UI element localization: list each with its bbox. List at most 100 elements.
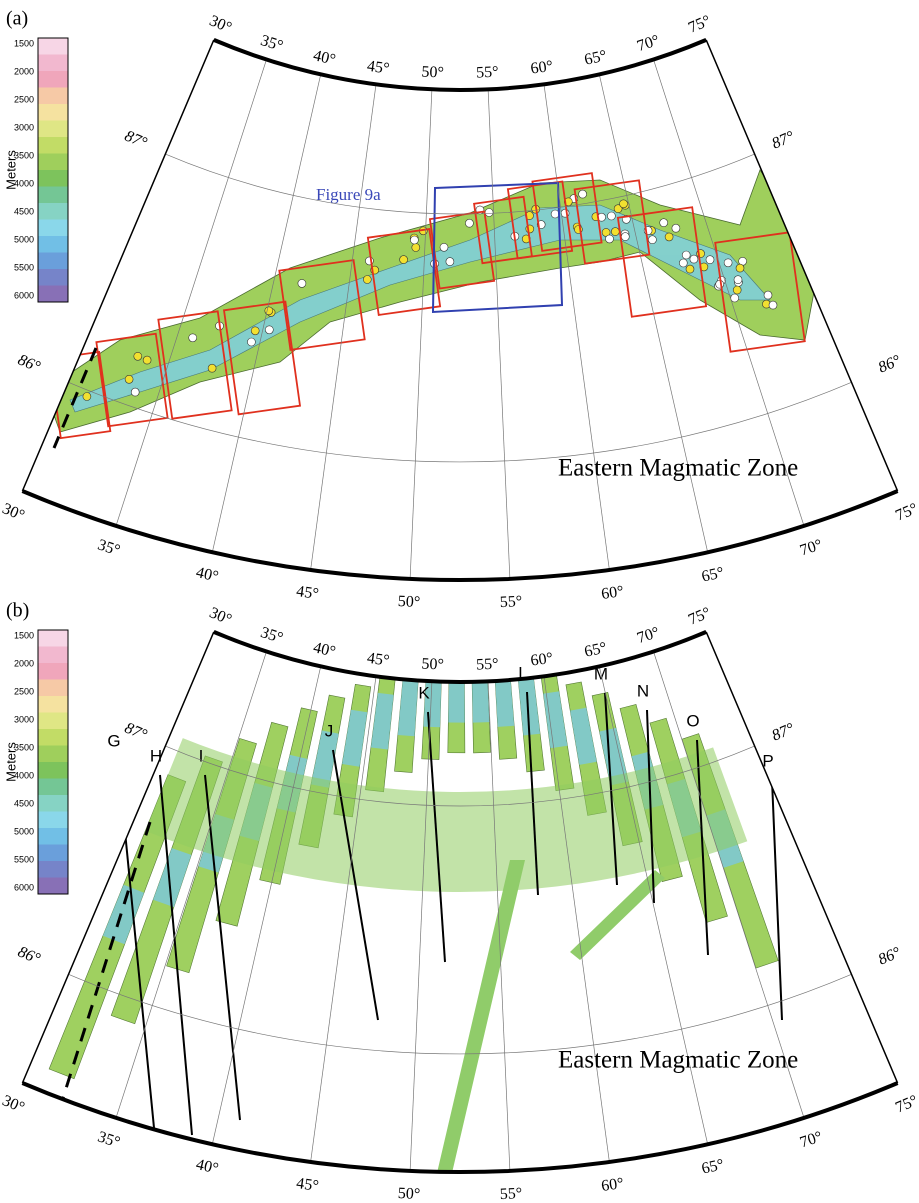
top-lon-label: 75° (686, 604, 713, 628)
colorbar-tick-label: 4500 (14, 798, 34, 808)
colorbar-band (38, 828, 68, 845)
bottom-lon-label: 55° (499, 1185, 522, 1203)
sample-site (706, 256, 714, 264)
bottom-lon-label: 50° (397, 1185, 420, 1203)
right-lat-label: 87° (769, 128, 797, 153)
colorbar-band (38, 71, 68, 88)
sample-site (733, 286, 741, 294)
profile-label: G (107, 731, 120, 750)
sample-site (690, 255, 698, 263)
colorbar-band (38, 845, 68, 862)
colorbar-band (38, 269, 68, 286)
colorbar-tick-label: 1500 (14, 38, 34, 48)
sample-site (412, 244, 420, 252)
bottom-lon-label: 65° (700, 564, 726, 586)
colorbar-band (38, 55, 68, 72)
top-lon-label: 75° (686, 12, 713, 36)
sample-site (682, 251, 690, 259)
colorbar-band (38, 38, 68, 55)
right-lat-label: 86° (876, 352, 904, 377)
bottom-lon-label: 75° (893, 1092, 919, 1116)
colorbar-tick-label: 2500 (14, 686, 34, 696)
colorbar-band (38, 187, 68, 204)
zone-label: Eastern Magmatic Zone (558, 455, 798, 482)
sample-site (620, 200, 628, 208)
top-lon-label: 55° (476, 656, 499, 674)
figure-box-label: Figure 9a (316, 185, 381, 204)
sample-site (764, 291, 772, 299)
colorbar-band (38, 137, 68, 154)
sample-site (410, 236, 418, 244)
top-lon-label: 60° (530, 58, 554, 78)
top-lon-label: 35° (258, 32, 285, 55)
bottom-lon-label: 70° (798, 1128, 825, 1151)
top-lon-label: 30° (207, 12, 234, 36)
sample-site (660, 219, 668, 227)
top-lon-label: 35° (258, 624, 285, 647)
zone-label: Eastern Magmatic Zone (558, 1047, 798, 1074)
colorbar-tick-label: 4500 (14, 206, 34, 216)
colorbar-tick-label: 3000 (14, 714, 34, 724)
bottom-lon-label: 35° (96, 536, 123, 559)
top-lon-label: 40° (312, 47, 338, 69)
colorbar-tick-label: 2000 (14, 66, 34, 76)
bottom-lon-label: 45° (295, 583, 319, 603)
colorbar-tick-label: 5000 (14, 234, 34, 244)
colorbar-band (38, 861, 68, 878)
top-lon-label: 65° (583, 639, 609, 661)
colorbar-tick-label: 3000 (14, 122, 34, 132)
bottom-lon-label: 60° (600, 583, 624, 603)
profile-label: O (686, 711, 699, 730)
bottom-lon-label: 35° (96, 1128, 123, 1151)
colorbar-band (38, 663, 68, 680)
sample-site (265, 326, 273, 334)
sample-site (208, 364, 216, 372)
top-lon-label: 55° (476, 64, 499, 82)
sample-site (648, 236, 656, 244)
profile-label: I (199, 746, 204, 765)
top-lon-label: 65° (583, 47, 609, 69)
sample-site (400, 256, 408, 264)
map-panel: (b)GHIJKLMNOP30°30°35°35°40°40°45°45°50°… (0, 600, 919, 1203)
profile-label: K (418, 683, 430, 702)
top-lon-label: 50° (421, 656, 444, 674)
bottom-lon-label: 60° (600, 1175, 624, 1195)
bottom-lon-label: 50° (397, 593, 420, 611)
sample-site (247, 338, 255, 346)
colorbar-band (38, 121, 68, 138)
top-lon-label: 45° (366, 58, 390, 78)
colorbar-title: Meters (3, 742, 18, 782)
colorbar-band (38, 779, 68, 796)
profile-label: H (150, 746, 162, 765)
colorbar-band (38, 104, 68, 121)
bottom-lon-label: 55° (499, 593, 522, 611)
bottom-lon-label: 70° (798, 536, 825, 559)
colorbar-tick-label: 2000 (14, 658, 34, 668)
sample-site (298, 279, 306, 287)
colorbar-band (38, 236, 68, 253)
left-lat-label: 87° (122, 720, 150, 745)
colorbar-band (38, 88, 68, 105)
colorbar-tick-label: 1500 (14, 630, 34, 640)
top-lon-label: 50° (421, 64, 444, 82)
colorbar-band (38, 630, 68, 647)
figure: (a)Figure 9a30°30°35°35°40°40°45°45°50°5… (0, 0, 919, 1203)
colorbar-band (38, 680, 68, 697)
sample-site (485, 209, 493, 217)
sample-site (446, 258, 454, 266)
top-lon-label: 70° (635, 32, 662, 55)
sample-site (734, 276, 742, 284)
colorbar-band (38, 812, 68, 829)
bottom-lon-label: 30° (0, 500, 27, 524)
left-lat-label: 87° (122, 128, 150, 153)
sample-site (134, 352, 142, 360)
sample-site (679, 259, 687, 267)
colorbar-tick-label: 5500 (14, 262, 34, 272)
colorbar-band (38, 713, 68, 730)
bottom-lon-label: 45° (295, 1175, 319, 1195)
colorbar-band (38, 253, 68, 270)
right-lat-label: 87° (769, 720, 797, 745)
colorbar-band (38, 203, 68, 220)
top-lon-label: 45° (366, 650, 390, 670)
sample-site (131, 388, 139, 396)
